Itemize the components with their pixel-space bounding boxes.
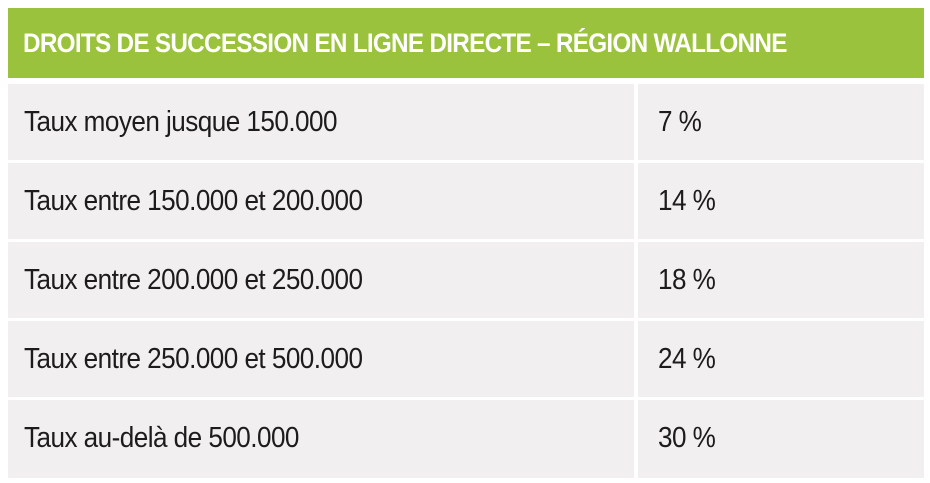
rate-value: 14 % [658,185,716,217]
row-divider [8,239,924,242]
table-row: Taux au-delà de 500.000 30 % [8,400,924,476]
row-divider [8,160,924,163]
rate-bracket-label: Taux au-delà de 500.000 [24,422,299,454]
rate-value: 7 % [658,106,702,138]
table-row: Taux entre 200.000 et 250.000 18 % [8,242,924,318]
table-row: Taux moyen jusque 150.000 7 % [8,84,924,160]
rate-value: 18 % [658,264,716,296]
table-row: Taux entre 250.000 et 500.000 24 % [8,321,924,397]
table-row: Taux entre 150.000 et 200.000 14 % [8,163,924,239]
succession-rates-table: DROITS DE SUCCESSION EN LIGNE DIRECTE – … [8,8,924,478]
rate-bracket-label: Taux entre 250.000 et 500.000 [24,343,363,375]
row-divider [8,397,924,400]
rate-bracket-label: Taux entre 200.000 et 250.000 [24,264,363,296]
rate-value: 30 % [658,422,716,454]
row-divider [8,318,924,321]
row-divider [8,78,924,84]
table-title: DROITS DE SUCCESSION EN LIGNE DIRECTE – … [23,28,787,58]
table-header: DROITS DE SUCCESSION EN LIGNE DIRECTE – … [8,8,924,78]
rate-value: 24 % [658,343,716,375]
column-divider [634,84,638,478]
rate-bracket-label: Taux entre 150.000 et 200.000 [24,185,363,217]
rate-bracket-label: Taux moyen jusque 150.000 [24,106,338,138]
